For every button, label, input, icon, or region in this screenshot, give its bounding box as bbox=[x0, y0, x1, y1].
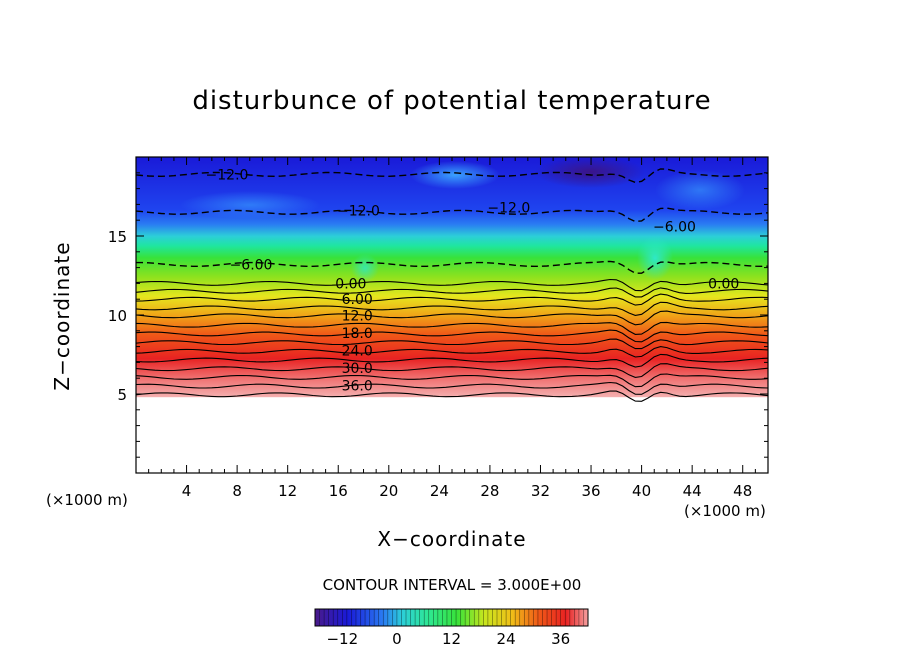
contour-line bbox=[136, 390, 768, 402]
colorbar-tick-labels: −12 0 12 24 36 bbox=[326, 630, 570, 648]
colorbar-tick-label: 24 bbox=[497, 630, 516, 648]
y-tick-label: 5 bbox=[117, 386, 127, 404]
contour-label: 24.0 bbox=[342, 344, 373, 360]
contour-line bbox=[136, 346, 768, 358]
x-tick-label: 16 bbox=[329, 482, 348, 500]
contour-label: −6.00 bbox=[653, 220, 696, 236]
contour-line bbox=[136, 287, 768, 298]
colorbar-tick-label: 12 bbox=[442, 630, 461, 648]
contour-line bbox=[136, 301, 768, 316]
x-axis-label: X−coordinate bbox=[377, 527, 527, 551]
contour-line bbox=[136, 293, 768, 306]
contour-line bbox=[136, 329, 768, 343]
contour-label: 0.00 bbox=[708, 276, 739, 292]
x-tick-label: 44 bbox=[683, 482, 702, 500]
contour-line bbox=[136, 207, 768, 223]
y-tick-label: 10 bbox=[108, 307, 127, 325]
colorbar: −12 0 12 24 36 bbox=[314, 608, 589, 648]
colorbar-tick-label: 36 bbox=[551, 630, 570, 648]
x-tick-label: 12 bbox=[278, 482, 297, 500]
contour-label: 30.0 bbox=[342, 361, 373, 377]
contour-label: 18.0 bbox=[342, 326, 373, 342]
contour-line bbox=[136, 260, 768, 274]
field-feature bbox=[637, 236, 673, 280]
colorbar-tick-label: 0 bbox=[392, 630, 402, 648]
contour-label: 36.0 bbox=[342, 379, 373, 395]
x-tick-label: 40 bbox=[632, 482, 651, 500]
colorbar-tick-label: −12 bbox=[326, 630, 358, 648]
contour-label: −12.0 bbox=[487, 201, 530, 217]
contour-label: −12.0 bbox=[337, 204, 380, 220]
contour-label: −6.00 bbox=[230, 257, 273, 273]
contour-label: 12.0 bbox=[342, 308, 373, 324]
y-axis-label: Z−coordinate bbox=[50, 241, 74, 391]
contour-line bbox=[136, 381, 768, 395]
contour-line bbox=[136, 373, 768, 388]
plot-area: −12.0−12.0 −12.0−6.00−6.000.00 0.006.0012.… bbox=[108, 156, 769, 500]
contour-labels: −12.0−12.0 −12.0−6.00−6.000.00 0.006.0012.… bbox=[206, 167, 740, 394]
contour-interval-label: CONTOUR INTERVAL = 3.000E+00 bbox=[322, 576, 582, 594]
contour-line bbox=[136, 338, 768, 350]
contour-line bbox=[136, 363, 768, 378]
x-tick-label: 24 bbox=[430, 482, 449, 500]
x-unit-left: (×1000 m) bbox=[46, 491, 128, 509]
field-feature bbox=[351, 254, 379, 282]
contour-line bbox=[136, 168, 768, 184]
x-tick-label: 8 bbox=[232, 482, 242, 500]
x-tick-label: 4 bbox=[182, 482, 192, 500]
contour-line bbox=[136, 321, 768, 335]
field-feature bbox=[655, 170, 745, 210]
colorbar-divisions bbox=[319, 609, 584, 626]
field-feature bbox=[410, 161, 500, 189]
contour-line bbox=[136, 278, 768, 292]
x-tick-label: 20 bbox=[379, 482, 398, 500]
field-feature bbox=[535, 157, 645, 188]
x-tick-label: 32 bbox=[531, 482, 550, 500]
contour-line bbox=[136, 310, 768, 326]
x-tick-label: 48 bbox=[733, 482, 752, 500]
contour-line bbox=[136, 353, 768, 368]
contour-label: −12.0 bbox=[206, 167, 249, 183]
x-tick-label: 28 bbox=[480, 482, 499, 500]
x-tick-label: 36 bbox=[581, 482, 600, 500]
chart-title: disturbunce of potential temperature bbox=[192, 86, 712, 116]
contour-label: 6.00 bbox=[342, 292, 373, 308]
axis-ticks bbox=[136, 157, 768, 473]
contour-label: 0.00 bbox=[335, 276, 366, 292]
y-tick-label: 15 bbox=[108, 228, 127, 246]
field-feature bbox=[180, 191, 320, 219]
x-unit-right: (×1000 m) bbox=[684, 502, 766, 520]
contour-lines bbox=[136, 168, 768, 402]
